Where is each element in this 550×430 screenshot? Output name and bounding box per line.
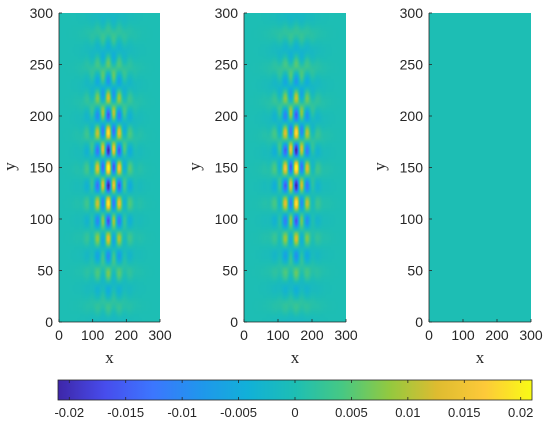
y-tick-label: 150 — [215, 160, 239, 176]
y-tick-label: 0 — [45, 314, 53, 330]
colorbar-tick-label: 0.015 — [448, 405, 481, 420]
colorbar-tick-label: 0 — [291, 405, 298, 420]
colorbar-tick-label: -0.015 — [107, 405, 144, 420]
y-tick-label: 200 — [30, 108, 54, 124]
y-tick-label: 100 — [400, 211, 424, 227]
y-tick-label: 200 — [400, 108, 424, 124]
y-tick-label: 250 — [400, 57, 424, 73]
panel-1: 0 100 200 300 0 50 100 150 200 250 300 x y — [0, 5, 172, 367]
y-tick-label: 250 — [215, 57, 239, 73]
y-tick-label: 300 — [215, 5, 239, 21]
colorbar-tick-label: -0.01 — [167, 405, 197, 420]
x-tick-label: 100 — [451, 327, 475, 343]
heatmap-image — [244, 13, 346, 322]
y-tick-label: 0 — [415, 314, 423, 330]
colorbar-tick-label: -0.02 — [54, 405, 84, 420]
x-tick-label: 0 — [425, 327, 433, 343]
colorbar: -0.02 -0.015 -0.01 -0.005 0 0.005 0.01 0.015 0.0… — [54, 379, 533, 420]
panel-2: 0 100 200 300 0 50 100 150 200 250 300 x y — [185, 5, 358, 367]
y-tick-label: 100 — [215, 211, 239, 227]
y-axis-label: y — [370, 162, 389, 171]
x-axis-label: x — [105, 348, 114, 367]
y-tick-label: 50 — [222, 263, 238, 279]
y-tick-label: 50 — [407, 263, 423, 279]
x-tick-label: 300 — [334, 327, 358, 343]
x-tick-label: 300 — [519, 327, 543, 343]
y-axis-label: y — [0, 162, 19, 171]
colorbar-tick-label: 0.01 — [395, 405, 420, 420]
y-tick-label: 200 — [215, 108, 239, 124]
x-tick-label: 300 — [148, 327, 172, 343]
x-axis-label: x — [476, 348, 485, 367]
colorbar-tick-label: 0.005 — [335, 405, 368, 420]
x-tick-label: 200 — [485, 327, 509, 343]
y-tick-label: 0 — [230, 314, 238, 330]
x-tick-label: 100 — [81, 327, 105, 343]
heatmap-image — [429, 13, 531, 322]
panel-3: 0 100 200 300 0 50 100 150 200 250 300 x y — [370, 5, 543, 367]
colorbar-tick-label: 0.02 — [508, 405, 533, 420]
x-tick-label: 200 — [115, 327, 139, 343]
y-tick-label: 250 — [30, 57, 54, 73]
y-tick-label: 300 — [400, 5, 424, 21]
colorbar-tick-label: -0.005 — [220, 405, 257, 420]
y-tick-label: 150 — [400, 160, 424, 176]
y-tick-label: 150 — [30, 160, 54, 176]
x-tick-label: 100 — [266, 327, 290, 343]
x-tick-label: 0 — [55, 327, 63, 343]
x-tick-label: 200 — [300, 327, 324, 343]
x-tick-label: 0 — [240, 327, 248, 343]
x-axis-label: x — [291, 348, 300, 367]
heatmap-image — [59, 13, 160, 322]
y-tick-label: 50 — [37, 263, 53, 279]
y-tick-label: 300 — [30, 5, 54, 21]
y-tick-label: 100 — [30, 211, 54, 227]
y-axis-label: y — [185, 162, 204, 171]
